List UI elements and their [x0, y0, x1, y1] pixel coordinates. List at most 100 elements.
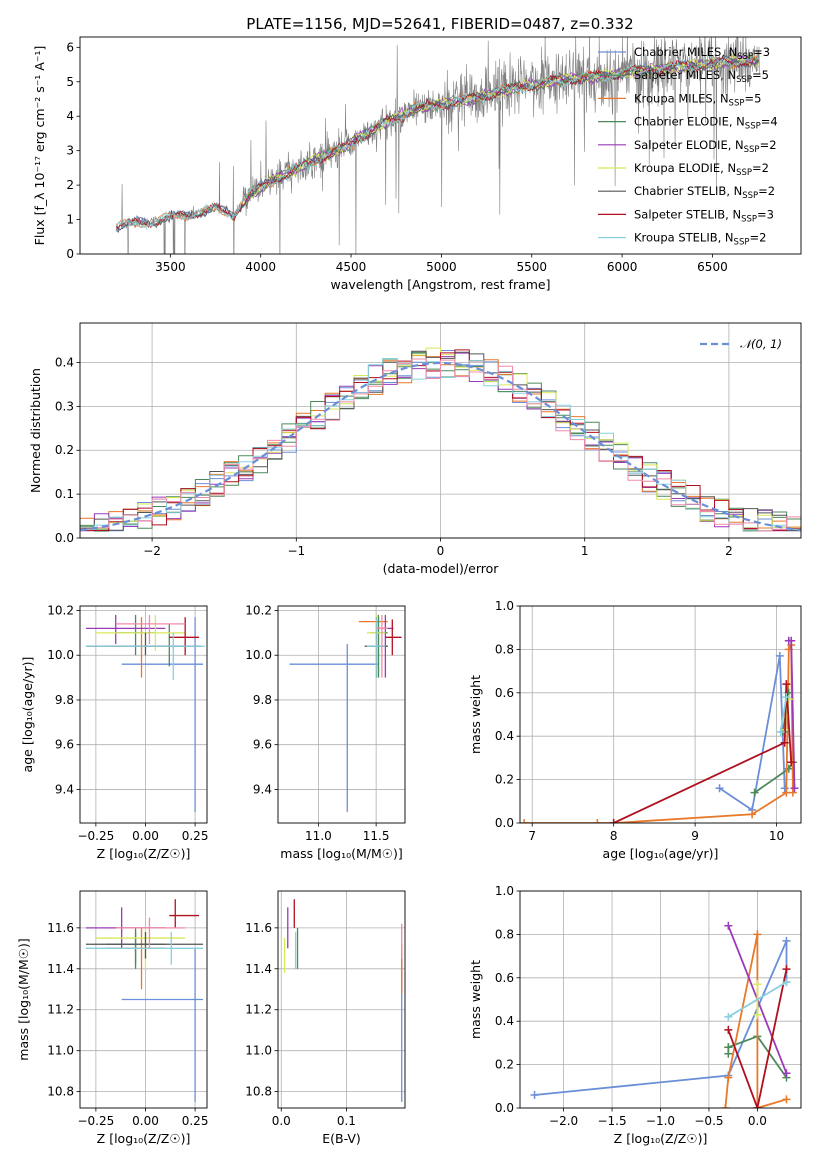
x-axis-label: Z [log₁₀(Z/Z☉)]	[97, 1131, 191, 1146]
weight-point-marker	[724, 1043, 733, 1052]
x-tick-label: 0.25	[182, 829, 209, 843]
weight-point-marker	[724, 1073, 733, 1082]
y-tick-label: 0.2	[495, 1058, 514, 1072]
normal-distribution-curve	[80, 361, 801, 532]
x-tick-label: 8	[610, 829, 618, 843]
legend-sub: SSP	[729, 98, 745, 108]
weight-point-marker	[753, 1010, 762, 1019]
y-tick-label: 9.6	[55, 738, 74, 752]
legend-text: =3	[757, 207, 774, 221]
x-tick-label: 0	[437, 544, 445, 558]
errorbar-point	[376, 614, 388, 678]
x-axis-label: age [log₁₀(age/yr)]	[603, 846, 719, 861]
axes-frame	[79, 605, 208, 824]
plot-area	[85, 614, 206, 812]
weight-point-marker	[782, 965, 791, 974]
age-vs-metallicity-panel: −0.25 0.00 0.25 9.4 9.6 9.8 10.0 10.2 Z [log₁₀(Z…	[20, 603, 208, 861]
legend-text: Kroupa ELODIE, N	[634, 161, 736, 175]
legend-text: =3	[753, 45, 770, 59]
figure-title: PLATE=1156, MJD=52641, FIBERID=0487, z=0…	[246, 15, 633, 33]
weight-point-marker	[753, 980, 762, 989]
y-axis-label: mass [log₁₀(M/M☉)]	[16, 938, 31, 1060]
legend-sub: SSP	[745, 122, 761, 132]
errorbar-point	[85, 931, 204, 959]
y-tick-label: 1	[66, 213, 74, 227]
x-tick-label: 11.5	[363, 829, 390, 843]
axes-frame	[79, 890, 208, 1109]
y-tick-label: 9.6	[253, 738, 272, 752]
x-tick-label: 4000	[245, 260, 276, 274]
weight-point-marker	[530, 1090, 539, 1099]
x-tick-label: 0.25	[182, 1114, 209, 1128]
legend-sub: SSP	[737, 52, 753, 62]
y-tick-label: 11.6	[245, 921, 272, 935]
weight-point-marker	[782, 680, 791, 689]
errorbar-point	[85, 931, 204, 965]
age-vs-mass-panel: 11.0 11.5 9.4 9.6 9.8 10.0 10.2 mass [log₁₀(M/M…	[245, 603, 406, 861]
legend-sub: SSP	[734, 238, 750, 248]
x-tick-label: 0.00	[132, 829, 159, 843]
x-axis-label: mass [log₁₀(M/M☉)]	[280, 846, 402, 861]
y-tick-label: 4	[66, 109, 74, 123]
y-tick-label: 10.0	[245, 648, 272, 662]
x-tick-label: 0.0	[748, 1114, 767, 1128]
weight-point-marker	[593, 819, 602, 823]
grid	[278, 606, 405, 823]
y-tick-label: 0.4	[495, 729, 514, 743]
legend-text: =4	[761, 115, 778, 129]
weight-point-marker	[724, 921, 733, 930]
weight-point-marker	[609, 819, 618, 823]
y-tick-label: 0.8	[495, 927, 514, 941]
plot-area	[289, 614, 402, 812]
weight-point-marker	[782, 693, 791, 702]
x-tick-label: 9	[691, 829, 699, 843]
weight-point-marker	[748, 810, 757, 819]
errorbar-point	[115, 917, 186, 949]
weight-point-marker	[788, 788, 797, 797]
y-tick-label: 9.4	[55, 782, 74, 796]
x-tick-label: 0.1	[337, 1114, 356, 1128]
legend-text: =5	[744, 91, 761, 105]
plot-area	[85, 899, 204, 1102]
x-tick-label: 0.0	[272, 1114, 291, 1128]
weight-point-marker	[520, 819, 529, 823]
y-tick-label: 10.2	[47, 603, 74, 617]
plot-area	[80, 347, 801, 532]
x-tick-label: −2.0	[549, 1114, 578, 1128]
y-tick-label: 11.0	[47, 1044, 74, 1058]
y-tick-label: 0.4	[495, 1014, 514, 1028]
legend-text: =2	[760, 138, 777, 152]
weight-series-line	[779, 696, 788, 733]
legend-label: Chabrier STELIB, NSSP=2	[634, 184, 775, 201]
axes-frame	[519, 890, 802, 1109]
axes-frame	[79, 322, 802, 539]
y-tick-label: 10.0	[47, 648, 74, 662]
weight-point-marker	[787, 758, 796, 767]
x-tick-label: 4500	[336, 260, 367, 274]
y-tick-label: 2	[66, 178, 74, 192]
legend-text: Salpeter MILES, N	[634, 68, 736, 82]
x-axis-label: wavelength [Angstrom, rest frame]	[330, 277, 550, 292]
legend-label: 𝒩(0, 1)	[740, 337, 782, 351]
x-tick-label: 6000	[607, 260, 638, 274]
y-tick-label: 9.8	[55, 693, 74, 707]
y-tick-label: 11.2	[47, 1003, 74, 1017]
legend-sub: SSP	[741, 214, 757, 224]
weight-point-marker	[782, 1069, 791, 1078]
x-tick-label: 3500	[155, 260, 186, 274]
weight-series-line	[727, 981, 787, 1018]
y-tick-label: 0.2	[495, 773, 514, 787]
legend-sub: SSP	[736, 75, 752, 85]
x-tick-label: 0.00	[132, 1114, 159, 1128]
y-tick-label: 9.8	[253, 693, 272, 707]
y-tick-label: 0.1	[55, 487, 74, 501]
legend-label: Chabrier MILES, NSSP=3	[634, 45, 770, 62]
y-tick-label: 11.0	[245, 1044, 272, 1058]
legend-label: Kroupa ELODIE, NSSP=2	[634, 161, 769, 178]
residuals-panel: −2 −1 0 1 2 0.0 0.1 0.2 0.3 0.4 (data-model)/error…	[28, 322, 802, 576]
weight-point-marker	[750, 788, 759, 797]
x-tick-label: 2	[725, 544, 733, 558]
axes-frame	[79, 36, 802, 255]
legend-sub: SSP	[744, 145, 760, 155]
